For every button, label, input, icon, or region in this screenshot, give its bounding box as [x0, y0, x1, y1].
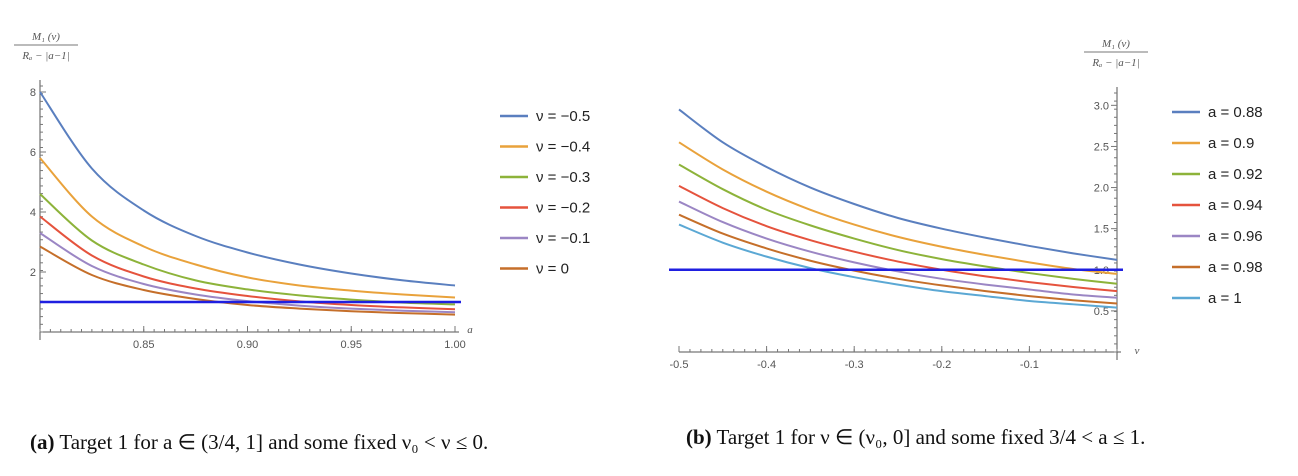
legend-label: ν = −0.5 [536, 108, 590, 125]
caption-a-label: (a) [30, 430, 55, 454]
y-tick-label: 8 [30, 87, 36, 99]
caption-b-text: Target 1 for ν ∈ (ν₀, 0] and some fixed … [711, 425, 1146, 449]
series-line [678, 213, 1118, 305]
legend-label: a = 0.96 [1208, 228, 1263, 245]
legend-label: a = 0.92 [1208, 166, 1263, 183]
chart-panel-a: 0.85 0.90 0.95 1.00 2 4 6 8 M₁ (ν) Rₐ − |a−1| a ν =… [14, 31, 590, 351]
series-line [678, 200, 1118, 299]
y-tick-label: 3.0 [1094, 100, 1109, 112]
caption-a: (a) Target 1 for a ∈ (3/4, 1] and some f… [30, 430, 488, 455]
y-axis-label-denominator: Rₐ − |a−1| [1091, 57, 1139, 69]
legend-label: ν = −0.1 [536, 230, 590, 247]
x-tick-label: -0.2 [932, 359, 951, 371]
legend-label: a = 0.98 [1208, 259, 1263, 276]
chart-panel-b: -0.5-0.4-0.3-0.2-0.10.51.01.52.02.53.0M₁… [649, 0, 1298, 476]
x-tick-label: -0.5 [670, 359, 689, 371]
legend-label: ν = −0.4 [536, 139, 590, 156]
x-tick-label: 0.90 [237, 339, 258, 351]
x-tick-label: -0.1 [1020, 359, 1039, 371]
legend-label: ν = −0.3 [536, 169, 590, 186]
x-tick-label: -0.4 [757, 359, 776, 371]
legend-label: a = 0.88 [1208, 104, 1263, 121]
chart-b: -0.5-0.4-0.3-0.2-0.10.51.01.52.02.53.0M₁… [669, 38, 1263, 371]
series-line [678, 163, 1118, 285]
x-tick-label: 0.85 [133, 339, 154, 351]
legend-label: ν = 0 [536, 261, 569, 278]
y-tick-label: 0.5 [1094, 306, 1109, 318]
series-line [678, 108, 1118, 261]
x-axis-label: a [467, 324, 473, 336]
y-tick-label: 6 [30, 147, 36, 159]
series-line [678, 223, 1118, 309]
series-line [39, 91, 456, 287]
x-tick-label: 1.00 [444, 339, 465, 351]
x-tick-label: 0.95 [341, 339, 362, 351]
x-tick-label: -0.3 [845, 359, 864, 371]
y-axis-label-numerator: M₁ (ν) [1101, 38, 1130, 50]
series-line [39, 215, 456, 311]
series-line [678, 141, 1118, 275]
caption-a-text: Target 1 for a ∈ (3/4, 1] and some fixed… [54, 430, 489, 454]
legend-label: a = 0.9 [1208, 135, 1254, 152]
y-axis-label-numerator: M₁ (ν) [31, 31, 60, 43]
series-line [39, 193, 456, 306]
series-line [39, 232, 456, 314]
x-axis-label: ν [1135, 345, 1140, 357]
series-line [39, 245, 456, 316]
legend-label: ν = −0.2 [536, 200, 590, 217]
series-line [39, 157, 456, 299]
legend-label: a = 0.94 [1208, 197, 1263, 214]
caption-b-label: (b) [686, 425, 712, 449]
series-line [678, 185, 1118, 293]
y-axis-label-denominator: Rₐ − |a−1| [21, 50, 69, 62]
y-tick-label: 2.5 [1094, 141, 1109, 153]
y-tick-label: 4 [30, 207, 36, 219]
chart-a: 0.85 0.90 0.95 1.00 2 4 6 8 M₁ (ν) Rₐ − |a−1| a ν =… [14, 31, 590, 351]
caption-b: (b) Target 1 for ν ∈ (ν₀, 0] and some fi… [686, 425, 1145, 450]
legend-label: a = 1 [1208, 290, 1242, 307]
y-tick-label: 1.5 [1094, 224, 1109, 236]
y-tick-label: 2.0 [1094, 183, 1109, 195]
y-tick-label: 2 [30, 267, 36, 279]
